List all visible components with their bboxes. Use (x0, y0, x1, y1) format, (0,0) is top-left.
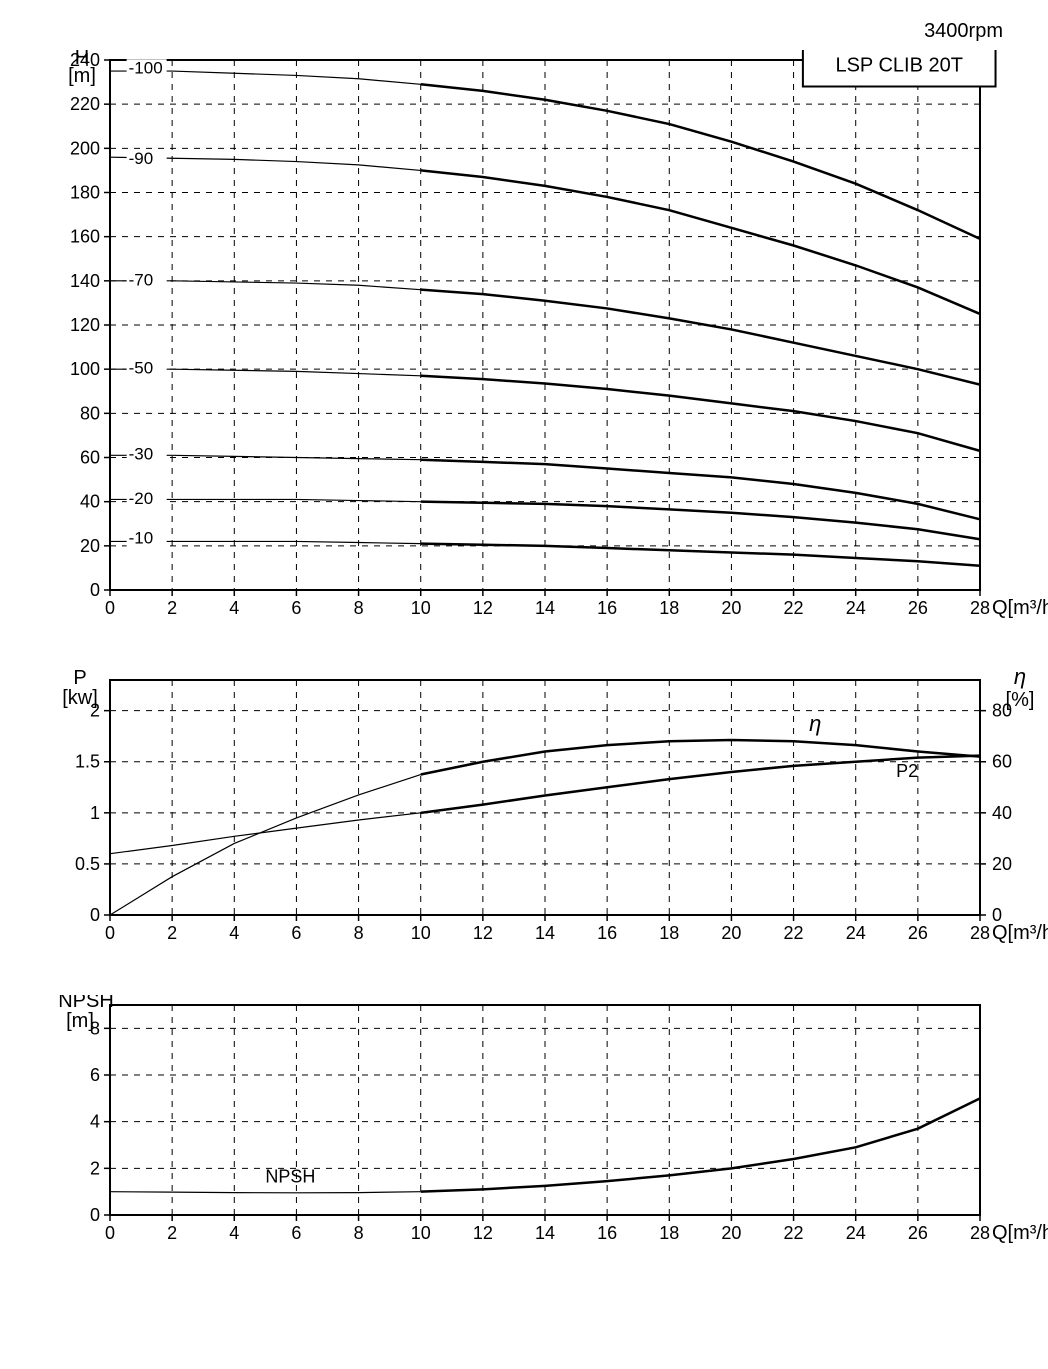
svg-text:40: 40 (992, 803, 1012, 823)
svg-text:0: 0 (90, 905, 100, 925)
svg-text:NPSH: NPSH (265, 1166, 315, 1186)
svg-text:60: 60 (80, 448, 100, 468)
svg-text:28: 28 (970, 1223, 990, 1243)
power-efficiency-chart: 024681012141618202224262800.511.52020406… (40, 670, 1048, 965)
svg-text:0: 0 (105, 923, 115, 943)
svg-text:16: 16 (597, 923, 617, 943)
svg-text:2: 2 (167, 923, 177, 943)
svg-text:200: 200 (70, 138, 100, 158)
svg-text:80: 80 (80, 403, 100, 423)
svg-text:20: 20 (721, 1223, 741, 1243)
svg-text:2: 2 (167, 1223, 177, 1243)
power-chart-svg: 024681012141618202224262800.511.52020406… (40, 670, 1048, 965)
svg-text:20: 20 (992, 854, 1012, 874)
npsh-chart: 024681012141618202224262802468NPSH[m]Q[m… (40, 995, 1048, 1265)
svg-text:24: 24 (846, 1223, 866, 1243)
svg-text:100: 100 (70, 359, 100, 379)
svg-text:-10: -10 (129, 529, 154, 548)
svg-text:60: 60 (992, 752, 1012, 772)
svg-text:-30: -30 (129, 445, 154, 464)
svg-text:14: 14 (535, 598, 555, 618)
svg-text:2: 2 (90, 1158, 100, 1178)
svg-text:Q[m³/h]: Q[m³/h] (992, 1222, 1048, 1244)
svg-text:22: 22 (784, 598, 804, 618)
svg-text:0: 0 (90, 580, 100, 600)
svg-text:16: 16 (597, 1223, 617, 1243)
svg-text:14: 14 (535, 923, 555, 943)
page-container: 3400rpm 02040608010012014016018020022024… (40, 20, 1048, 1265)
svg-text:[m]: [m] (68, 65, 96, 87)
header: 3400rpm (40, 20, 1048, 50)
npsh-chart-svg: 024681012141618202224262802468NPSH[m]Q[m… (40, 995, 1048, 1265)
svg-text:-100: -100 (129, 58, 163, 77)
svg-text:22: 22 (784, 1223, 804, 1243)
svg-text:2: 2 (167, 598, 177, 618)
svg-text:12: 12 (473, 923, 493, 943)
svg-text:26: 26 (908, 923, 928, 943)
svg-text:η: η (809, 711, 821, 736)
svg-text:6: 6 (291, 923, 301, 943)
svg-text:P2: P2 (896, 761, 918, 781)
svg-text:12: 12 (473, 598, 493, 618)
svg-text:Q[m³/h]: Q[m³/h] (992, 597, 1048, 619)
rpm-label: 3400rpm (924, 20, 1003, 43)
svg-text:6: 6 (90, 1065, 100, 1085)
svg-text:20: 20 (721, 923, 741, 943)
svg-text:28: 28 (970, 923, 990, 943)
svg-text:LSP CLIB 20T: LSP CLIB 20T (835, 54, 962, 76)
svg-text:24: 24 (846, 923, 866, 943)
svg-text:0: 0 (105, 1223, 115, 1243)
svg-text:10: 10 (411, 923, 431, 943)
svg-text:140: 140 (70, 271, 100, 291)
svg-text:26: 26 (908, 598, 928, 618)
svg-text:26: 26 (908, 1223, 928, 1243)
head-chart-svg: 0204060801001201401601802002202400246810… (40, 50, 1048, 640)
svg-text:20: 20 (80, 536, 100, 556)
svg-text:-50: -50 (129, 359, 154, 378)
svg-text:η: η (1014, 670, 1026, 689)
svg-text:1.5: 1.5 (75, 752, 100, 772)
svg-text:0: 0 (90, 1205, 100, 1225)
svg-text:-70: -70 (129, 270, 154, 289)
svg-text:18: 18 (659, 923, 679, 943)
svg-text:4: 4 (229, 598, 239, 618)
svg-text:180: 180 (70, 183, 100, 203)
svg-text:40: 40 (80, 492, 100, 512)
svg-text:[kw]: [kw] (62, 687, 98, 709)
svg-text:120: 120 (70, 315, 100, 335)
svg-text:16: 16 (597, 598, 617, 618)
svg-text:Q[m³/h]: Q[m³/h] (992, 922, 1048, 944)
svg-text:0.5: 0.5 (75, 854, 100, 874)
svg-text:28: 28 (970, 598, 990, 618)
svg-text:18: 18 (659, 1223, 679, 1243)
svg-text:14: 14 (535, 1223, 555, 1243)
svg-text:8: 8 (354, 598, 364, 618)
svg-text:4: 4 (90, 1112, 100, 1132)
svg-text:220: 220 (70, 94, 100, 114)
svg-text:8: 8 (354, 1223, 364, 1243)
svg-text:8: 8 (354, 923, 364, 943)
svg-text:24: 24 (846, 598, 866, 618)
svg-text:160: 160 (70, 227, 100, 247)
svg-text:10: 10 (411, 1223, 431, 1243)
svg-text:6: 6 (291, 598, 301, 618)
svg-text:0: 0 (105, 598, 115, 618)
svg-text:10: 10 (411, 598, 431, 618)
svg-text:20: 20 (721, 598, 741, 618)
svg-text:4: 4 (229, 1223, 239, 1243)
svg-text:12: 12 (473, 1223, 493, 1243)
svg-text:6: 6 (291, 1223, 301, 1243)
svg-text:-90: -90 (129, 149, 154, 168)
svg-text:[%]: [%] (1006, 689, 1035, 711)
svg-text:1: 1 (90, 803, 100, 823)
head-chart: 0204060801001201401601802002202400246810… (40, 50, 1048, 640)
svg-text:22: 22 (784, 923, 804, 943)
svg-text:18: 18 (659, 598, 679, 618)
svg-text:[m]: [m] (66, 1010, 94, 1032)
svg-text:4: 4 (229, 923, 239, 943)
svg-text:-20: -20 (129, 489, 154, 508)
